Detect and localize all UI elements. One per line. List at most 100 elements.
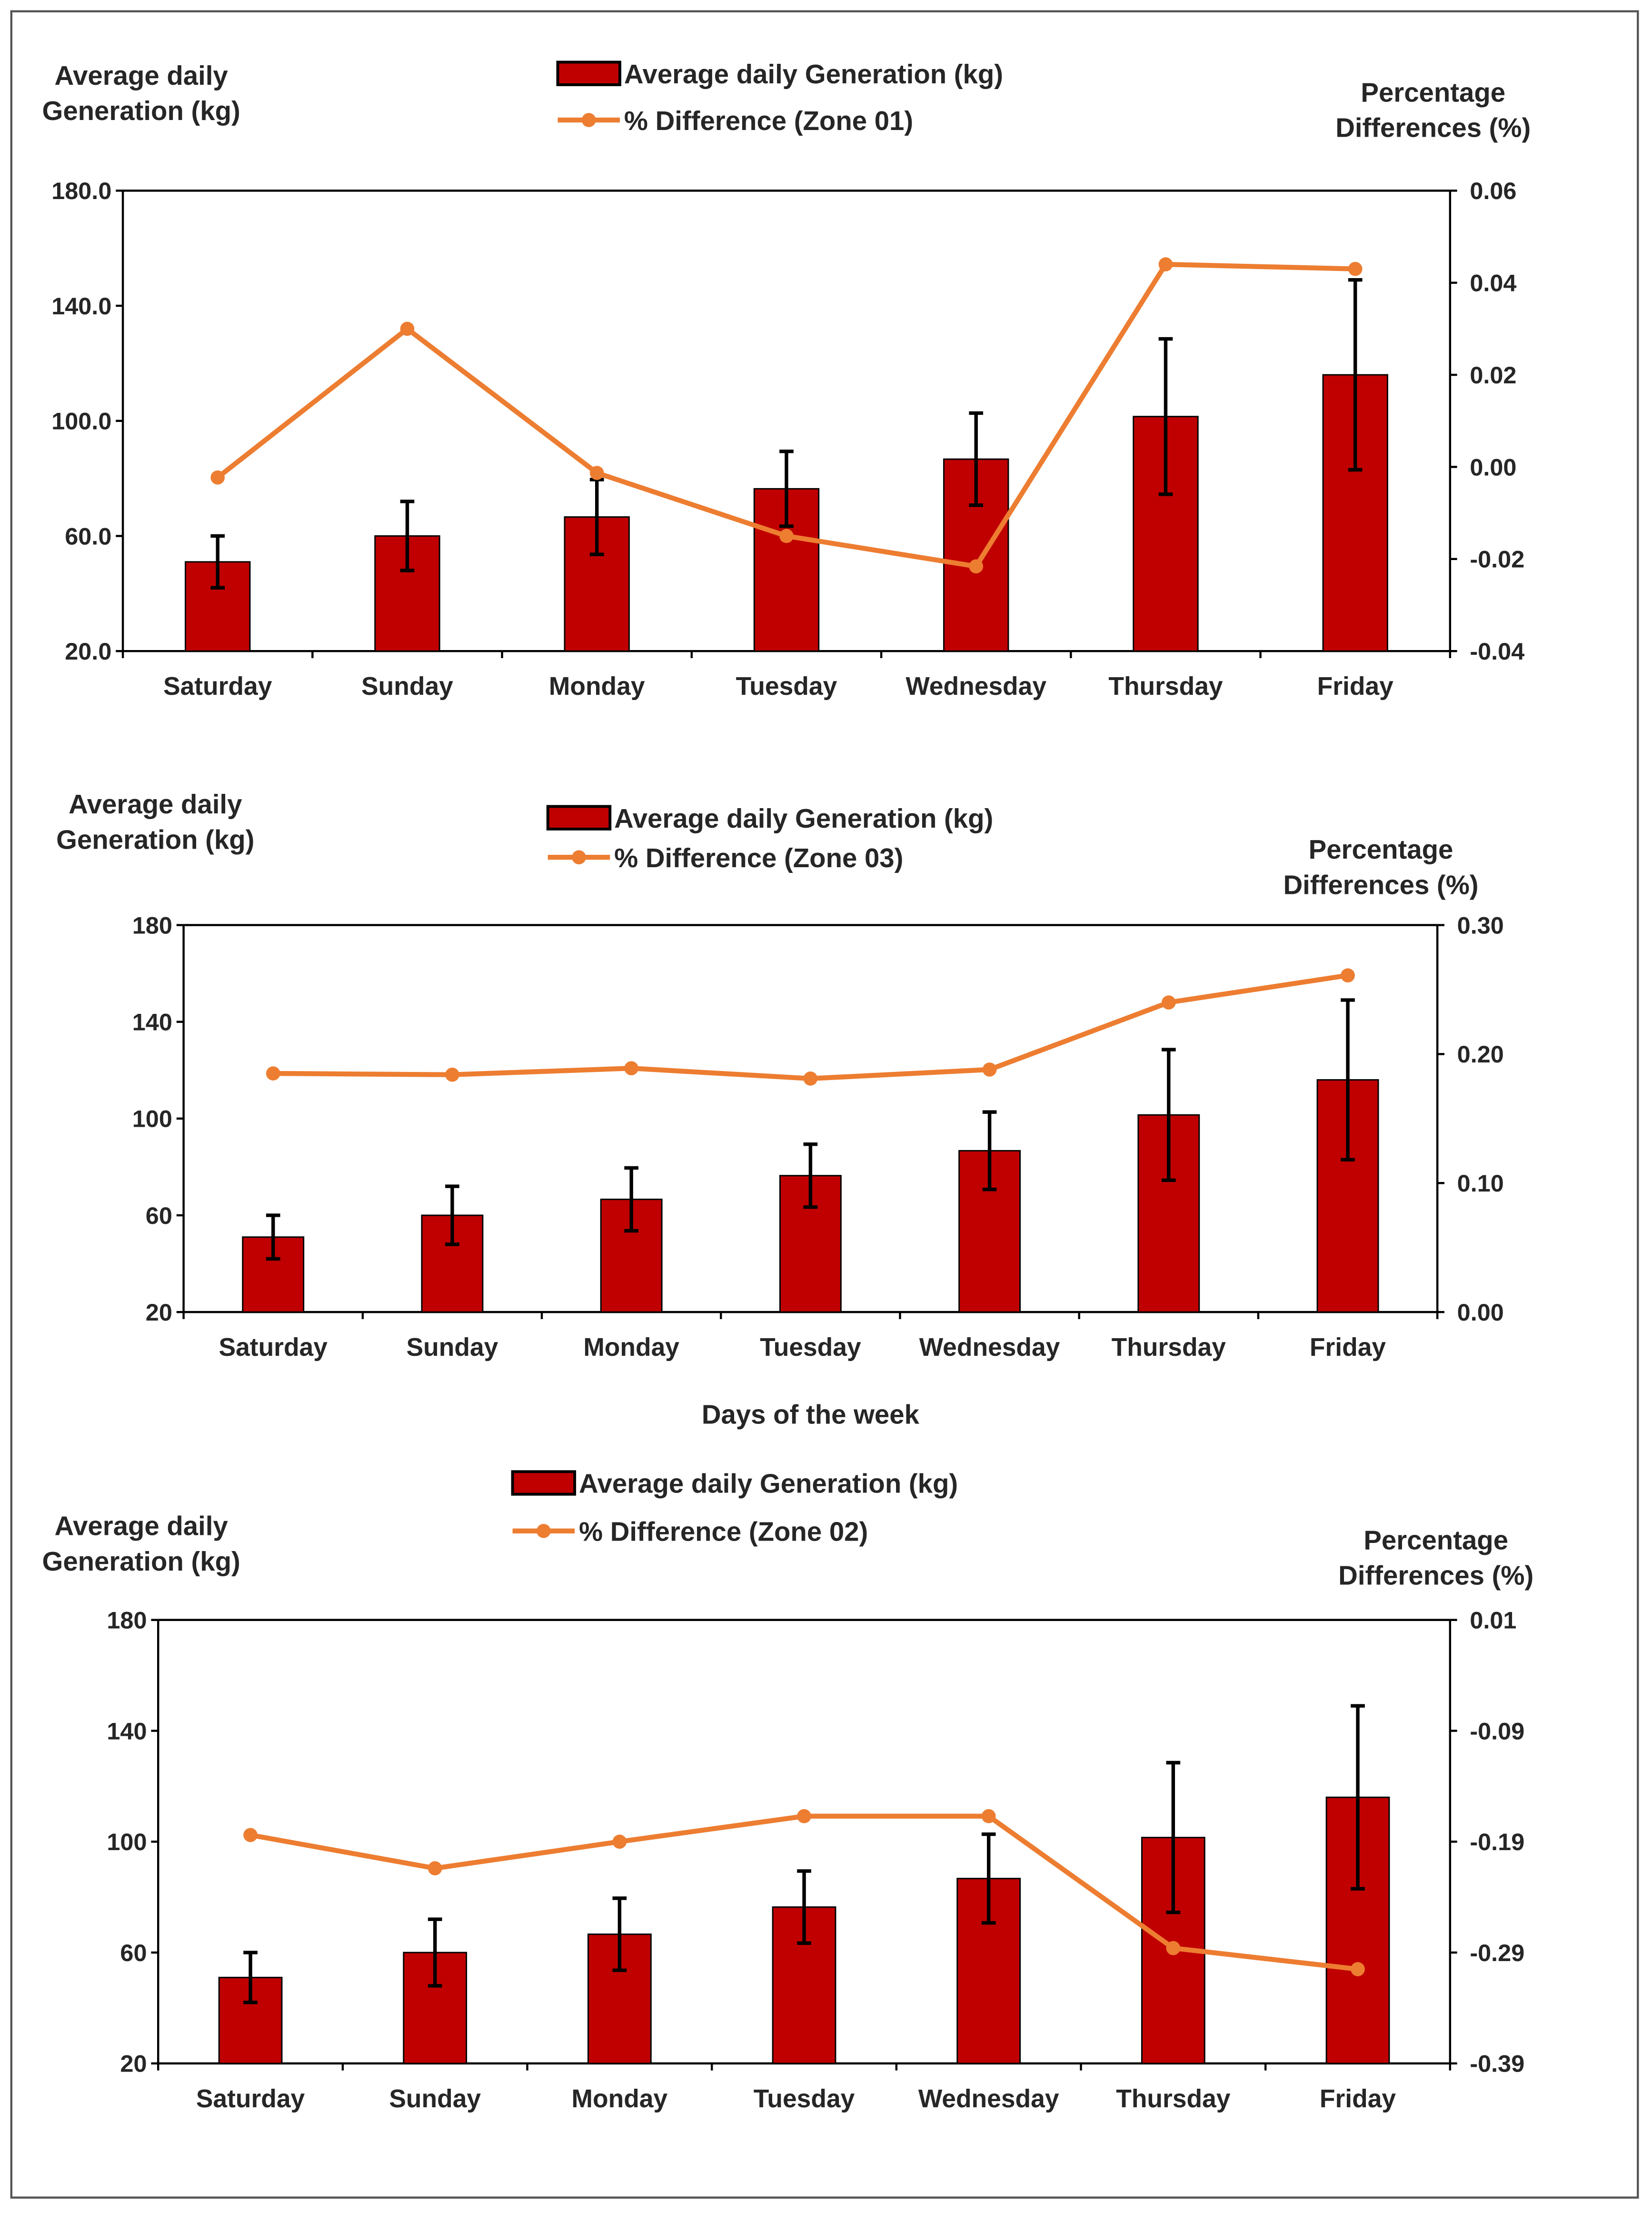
category-label: Saturday (196, 2085, 305, 2113)
right-tick-label: -0.29 (1470, 1939, 1524, 1966)
category-label: Saturday (163, 672, 272, 701)
left-tick-label: 100 (107, 1828, 147, 1855)
line-point-saturday (266, 1066, 280, 1081)
right-tick-label: 0.02 (1470, 361, 1516, 389)
right-axis-title: Differences (%) (1335, 113, 1531, 143)
chart-1: 20.0 60.0 100.0 140.0 180.0 -0.04 -0.02 0.00 0.0… (42, 59, 1531, 701)
right-tick-label: -0.39 (1470, 2050, 1524, 2077)
legend-line-marker (572, 850, 586, 865)
category-label: Saturday (219, 1333, 328, 1362)
left-tick-label: 140 (132, 1008, 172, 1035)
right-tick-label: 0.20 (1457, 1041, 1504, 1068)
left-tick-label: 180.0 (51, 177, 111, 204)
legend-line-label: % Difference (Zone 01) (624, 106, 913, 136)
category-label: Monday (572, 2085, 668, 2113)
line-point-friday (1348, 261, 1363, 276)
legend-line-label: % Difference (Zone 03) (614, 843, 903, 873)
category-label: Monday (549, 672, 645, 701)
legend-line-label: % Difference (Zone 02) (579, 1517, 868, 1547)
x-axis-title: Days of the week (702, 1399, 920, 1429)
left-tick-label: 20 (146, 1299, 172, 1326)
line-point-thursday (1161, 995, 1176, 1010)
line-point-friday (1341, 968, 1355, 982)
category-label: Friday (1320, 2085, 1396, 2113)
category-label: Tuesday (754, 2085, 855, 2113)
legend-bar-label: Average daily Generation (kg) (614, 803, 993, 833)
legend-bar-label: Average daily Generation (kg) (579, 1469, 958, 1499)
left-tick-label: 20.0 (65, 638, 111, 665)
legend-bar-label: Average daily Generation (kg) (624, 59, 1003, 89)
line-point-wednesday (969, 559, 984, 574)
left-axis-title: Generation (kg) (42, 1546, 240, 1576)
right-axis-title: Percentage (1361, 78, 1505, 108)
category-label: Thursday (1112, 1333, 1226, 1362)
line-point-monday (624, 1061, 638, 1076)
right-tick-label: -0.09 (1470, 1717, 1524, 1744)
left-tick-label: 180 (107, 1606, 147, 1633)
category-label: Wednesday (918, 2085, 1059, 2113)
right-tick-label: 0.04 (1470, 270, 1516, 297)
line-point-friday (1351, 1962, 1365, 1976)
line-point-sunday (428, 1861, 442, 1875)
line-point-wednesday (981, 1809, 996, 1823)
legend: Average daily Generation (kg) % Differenc… (511, 1469, 958, 1547)
right-tick-label: 0.01 (1470, 1606, 1516, 1633)
category-label: Wednesday (906, 672, 1046, 701)
category-label: Sunday (389, 2085, 481, 2113)
line-point-tuesday (797, 1809, 811, 1823)
line-point-sunday (400, 321, 415, 336)
figure-frame (10, 10, 1639, 2199)
left-axis-title: Generation (kg) (56, 824, 254, 854)
line-point-tuesday (803, 1071, 818, 1086)
right-tick-label: -0.02 (1470, 546, 1524, 573)
category-label: Friday (1310, 1333, 1386, 1362)
category-label: Thursday (1116, 2085, 1231, 2113)
right-tick-label: 0.06 (1470, 177, 1516, 204)
left-axis-title: Average daily (55, 1511, 229, 1541)
chart-2: 20 60 100 140 180 0.00 0.10 0.20 0.30 Saturday Sun… (56, 789, 1504, 1429)
left-tick-label: 20 (120, 2050, 147, 2077)
category-label: Sunday (407, 1333, 498, 1362)
left-tick-label: 140.0 (51, 292, 111, 320)
right-tick-label: 0.30 (1457, 911, 1504, 939)
left-tick-label: 60 (120, 1939, 147, 1966)
line-point-saturday (243, 1828, 258, 1842)
legend: Average daily Generation (kg) % Differenc… (546, 803, 993, 873)
line-point-wednesday (982, 1062, 997, 1077)
right-tick-label: -0.19 (1470, 1828, 1524, 1855)
left-tick-label: 60 (146, 1202, 172, 1229)
left-tick-label: 100 (132, 1105, 172, 1132)
category-label: Sunday (361, 672, 453, 701)
right-axis-title: Differences (%) (1283, 870, 1478, 900)
right-axis-title: Percentage (1309, 834, 1453, 864)
category-label: Tuesday (760, 1333, 861, 1362)
left-tick-label: 180 (132, 911, 172, 939)
legend: Average daily Generation (kg) % Differenc… (556, 59, 1003, 136)
line-point-sunday (445, 1067, 459, 1082)
right-axis-title: Percentage (1363, 1525, 1508, 1555)
right-tick-label: 0.00 (1457, 1299, 1504, 1326)
line-point-tuesday (779, 529, 794, 543)
category-label: Friday (1317, 672, 1393, 701)
left-axis-title: Average daily (69, 789, 242, 819)
right-axis-title: Differences (%) (1338, 1561, 1533, 1591)
left-tick-label: 60.0 (65, 522, 111, 550)
left-axis-title: Generation (kg) (42, 96, 240, 126)
line-point-monday (612, 1834, 627, 1849)
legend-bar-swatch (511, 1470, 577, 1496)
category-label: Thursday (1108, 672, 1223, 701)
line-point-thursday (1158, 257, 1173, 271)
category-label: Monday (583, 1333, 679, 1362)
line-point-monday (589, 466, 604, 480)
category-label: Wednesday (919, 1333, 1060, 1362)
legend-line-marker (581, 113, 596, 127)
legend-bar-swatch (556, 60, 621, 86)
legend-line-marker (537, 1523, 551, 1538)
left-axis-title: Average daily (55, 60, 229, 90)
left-tick-label: 140 (107, 1717, 147, 1744)
right-tick-label: 0.10 (1457, 1170, 1504, 1197)
right-tick-label: 0.00 (1470, 453, 1516, 481)
right-tick-label: -0.04 (1470, 638, 1524, 665)
line-point-saturday (210, 470, 225, 485)
